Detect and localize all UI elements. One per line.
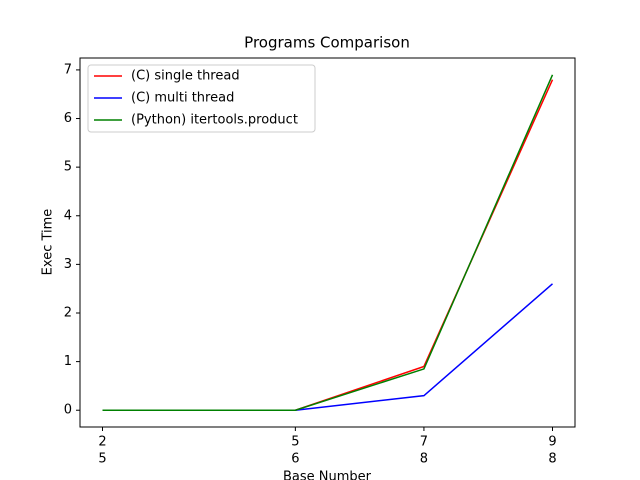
y-tick-label: 7	[64, 62, 72, 77]
y-tick-label: 3	[64, 257, 72, 272]
y-tick-label: 2	[64, 305, 72, 320]
y-tick-label: 0	[64, 403, 72, 418]
x-axis-label: Base Number	[283, 470, 372, 480]
x-tick-label: 5	[98, 452, 106, 467]
y-axis-label: Exec Time	[41, 209, 56, 276]
x-tick-label: 7	[420, 435, 428, 450]
x-tick-label: 5	[291, 435, 299, 450]
series-line	[102, 74, 554, 411]
legend-label: (Python) itertools.product	[131, 113, 298, 128]
x-tick-label: 8	[420, 452, 428, 467]
y-tick-label: 6	[64, 111, 72, 126]
x-tick-label: 9	[548, 435, 556, 450]
y-tick-label: 5	[64, 160, 72, 175]
legend-label: (C) single thread	[131, 69, 240, 84]
x-tick-label: 8	[548, 452, 556, 467]
plot-frame	[79, 57, 576, 428]
y-tick-label: 1	[64, 354, 72, 369]
x-tick-label: 6	[291, 452, 299, 467]
legend-label: (C) multi thread	[131, 91, 234, 106]
y-tick-label: 4	[64, 208, 72, 223]
chart-title: Programs Comparison	[244, 34, 410, 52]
legend-box	[87, 64, 316, 133]
x-tick-label: 2	[98, 435, 106, 450]
